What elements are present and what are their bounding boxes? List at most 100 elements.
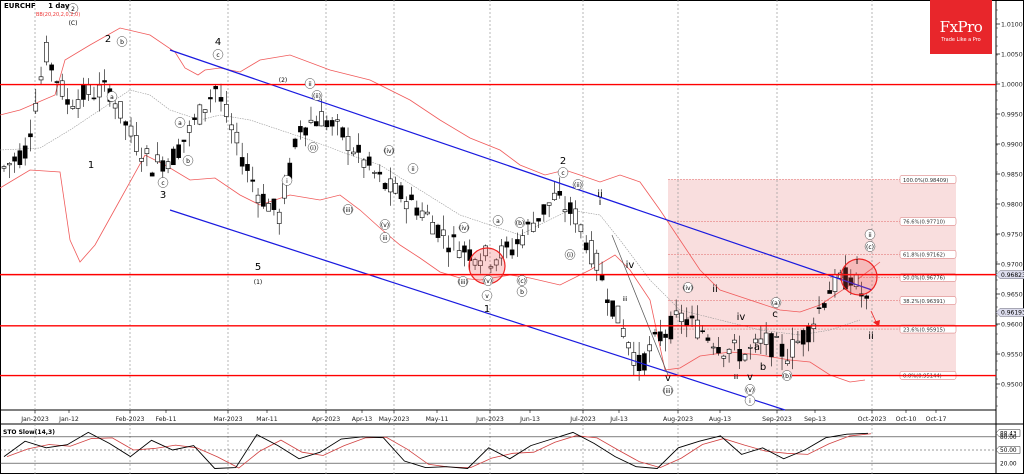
- svg-text:(v): (v): [746, 387, 754, 394]
- svg-text:Jul-2023: Jul-2023: [569, 416, 596, 423]
- projection-arrow-icon: [873, 320, 880, 327]
- timeframe-label: 1 day: [48, 2, 70, 10]
- svg-text:0.96193: 0.96193: [1001, 310, 1024, 317]
- svg-text:0.0%(0.95144): 0.0%(0.95144): [903, 374, 942, 380]
- svg-text:(v): (v): [484, 278, 492, 285]
- svg-text:100.0%(0.98409): 100.0%(0.98409): [903, 178, 948, 184]
- svg-text:v: v: [665, 373, 671, 384]
- svg-text:80.00: 80.00: [1000, 435, 1017, 441]
- svg-text:4: 4: [215, 37, 221, 48]
- svg-text:(a): (a): [772, 300, 780, 307]
- svg-text:(ii): (ii): [313, 93, 321, 100]
- symbol-label: EURCHF: [4, 2, 36, 10]
- svg-text:(2): (2): [279, 77, 288, 84]
- svg-text:76.6%(0.97710): 76.6%(0.97710): [903, 220, 945, 226]
- stochastic-label: STO Slow(14,3): [3, 429, 55, 436]
- stochastic-level-50: 50.00: [995, 446, 1021, 454]
- svg-text:b: b: [760, 362, 766, 373]
- svg-text:Oct-2023: Oct-2023: [858, 416, 887, 423]
- elliott-wave-labels: 2(C)2 ba1c34cab5(1)(2)ii(ii)(i)i(iv)(iii)…: [67, 3, 876, 406]
- svg-text:c: c: [216, 52, 219, 59]
- logo-tagline: Trade Like a Pro: [941, 37, 981, 43]
- svg-text:Jun-2023: Jun-2023: [475, 416, 504, 423]
- svg-text:1: 1: [484, 304, 490, 315]
- svg-text:iv: iv: [626, 260, 635, 271]
- svg-text:0.96823: 0.96823: [1001, 272, 1024, 279]
- svg-text:b: b: [186, 158, 190, 165]
- chart-title: EURCHF 1 day: [4, 2, 69, 10]
- svg-text:Apr-2023: Apr-2023: [312, 416, 340, 423]
- last-price-tag: 0.96193: [995, 308, 1024, 317]
- svg-text:38.2%(0.96391): 38.2%(0.96391): [903, 299, 945, 305]
- svg-text:(i): (i): [567, 252, 573, 259]
- logo-brand: FxPro: [939, 18, 983, 36]
- svg-text:ii: ii: [597, 189, 603, 200]
- fxpro-logo: FxPro Trade Like a Pro: [930, 0, 992, 54]
- svg-text:ii: ii: [308, 81, 312, 88]
- svg-text:iii: iii: [733, 374, 738, 381]
- bollinger-upper: [0, 27, 881, 313]
- svg-text:v: v: [747, 372, 753, 383]
- svg-text:(iv): (iv): [384, 148, 394, 155]
- svg-text:b: b: [520, 289, 524, 296]
- svg-text:Mar-11: Mar-11: [256, 416, 277, 423]
- svg-text:50.0%(0.96776): 50.0%(0.96776): [903, 276, 945, 282]
- svg-text:Aug-2023: Aug-2023: [663, 416, 693, 423]
- svg-text:i: i: [856, 256, 859, 267]
- svg-text:(1): (1): [254, 279, 263, 286]
- svg-text:(C): (C): [69, 20, 78, 27]
- svg-text:88.43: 88.43: [1000, 431, 1017, 437]
- stochastic-main-line: [3, 431, 869, 469]
- svg-text:c: c: [772, 309, 778, 320]
- fib-level-label: 50.0%(0.96776): [899, 273, 957, 282]
- svg-text:1.01000: 1.01000: [1001, 22, 1024, 29]
- svg-text:(iv): (iv): [459, 225, 469, 232]
- svg-text:Apr-13: Apr-13: [352, 416, 372, 423]
- svg-text:ii: ii: [712, 284, 718, 295]
- svg-text:23.6%(0.95915): 23.6%(0.95915): [903, 327, 945, 333]
- stochastic-signal-line: [6, 433, 872, 469]
- svg-text:20.00: 20.00: [1000, 461, 1017, 467]
- svg-text:2: 2: [105, 34, 111, 45]
- svg-text:a: a: [178, 120, 182, 127]
- svg-text:(iii): (iii): [663, 388, 673, 395]
- svg-text:(iii): (iii): [343, 207, 353, 214]
- svg-text:a: a: [496, 218, 500, 225]
- stochastic-value-tag: 88.43: [995, 429, 1021, 437]
- svg-text:Feb-2023: Feb-2023: [116, 416, 145, 423]
- svg-text:5: 5: [255, 262, 261, 273]
- svg-text:1.00500: 1.00500: [1001, 52, 1024, 59]
- svg-text:May-2023: May-2023: [379, 416, 410, 423]
- svg-text:1: 1: [88, 160, 94, 171]
- svg-text:iii: iii: [622, 296, 627, 303]
- svg-text:Sep-13: Sep-13: [804, 416, 826, 423]
- svg-text:ii: ii: [868, 232, 872, 239]
- svg-text:b: b: [120, 39, 124, 46]
- fib-level-label: 76.6%(0.97710): [899, 217, 957, 226]
- svg-text:i: i: [749, 398, 751, 405]
- highlight-circle: [840, 258, 878, 296]
- svg-text:Oct-10: Oct-10: [896, 416, 917, 423]
- svg-text:i: i: [687, 317, 690, 328]
- svg-text:Aug-13: Aug-13: [709, 416, 731, 423]
- svg-text:2: 2: [560, 156, 566, 167]
- svg-text:May-11: May-11: [426, 416, 449, 423]
- svg-text:50.00: 50.00: [1000, 448, 1017, 454]
- fib-level-label: 100.0%(0.98409): [899, 175, 957, 184]
- fib-level-label: 38.2%(0.96391): [899, 296, 957, 305]
- svg-text:a: a: [110, 94, 114, 101]
- svg-text:(c): (c): [866, 244, 874, 251]
- svg-text:Mar-2023: Mar-2023: [213, 416, 242, 423]
- svg-text:iv: iv: [737, 312, 746, 323]
- bollinger-middle: [0, 89, 861, 336]
- svg-text:(v): (v): [381, 222, 389, 229]
